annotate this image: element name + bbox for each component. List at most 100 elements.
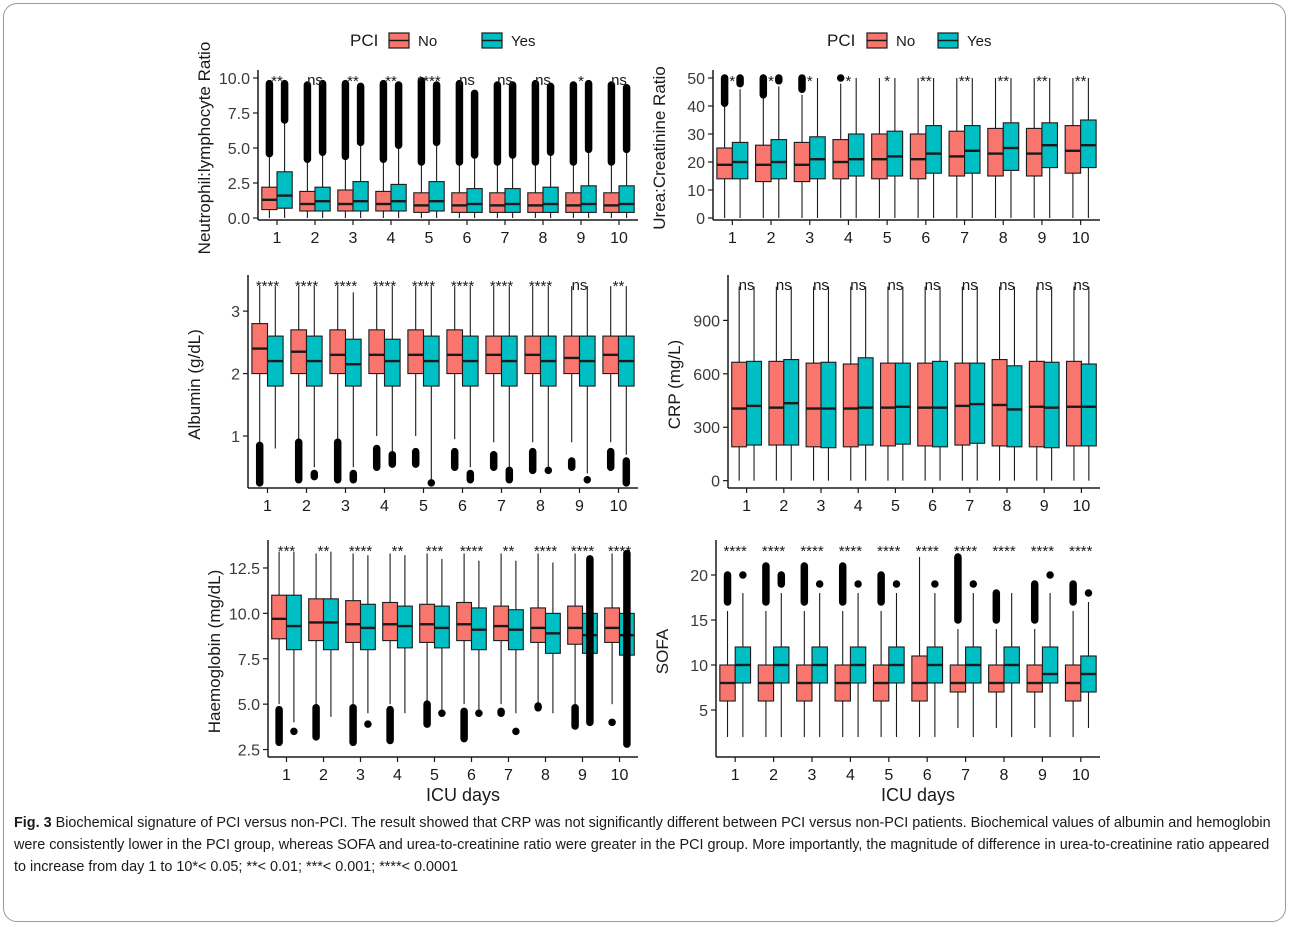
box [383, 338, 401, 387]
x-tick-label: 8 [541, 767, 550, 784]
y-tick-label: 10.0 [229, 606, 260, 623]
legend-right: PCI No Yes [827, 31, 991, 50]
y-tick-label: 20 [690, 568, 708, 585]
box [731, 361, 748, 448]
y-tick-label: 1 [231, 429, 240, 446]
y-tick-label: 300 [693, 420, 720, 437]
y-tick-label: 10.0 [219, 71, 250, 88]
box [299, 190, 316, 212]
y-axis-label: Urea:Creatinine Ratio [650, 66, 669, 229]
x-tick-label: 6 [463, 230, 472, 247]
x-tick-label: 5 [891, 498, 900, 515]
x-tick-label: 3 [341, 498, 350, 515]
figure-panels: PCI No Yes PCI No Yes 0.02.55.07.510.01 2… [185, 31, 1100, 805]
significance-label: ns [850, 277, 866, 294]
significance-label: **** [800, 543, 824, 560]
box [857, 357, 874, 446]
box [337, 189, 354, 212]
box [755, 144, 772, 183]
y-axis-label: Haemoglobin (mg/dL) [205, 570, 224, 733]
box [352, 181, 369, 212]
x-tick-label: 2 [767, 230, 776, 247]
significance-label: **** [490, 278, 514, 295]
box [382, 601, 399, 642]
x-tick-label: 4 [387, 230, 396, 247]
significance-label: ** [1075, 73, 1087, 90]
box [261, 186, 278, 211]
box [413, 192, 430, 213]
x-tick-label: 6 [467, 767, 476, 784]
significance-label: ** [347, 73, 359, 90]
box [428, 181, 445, 212]
box [988, 664, 1005, 693]
x-tick-label: 2 [302, 498, 311, 515]
x-tick-label: 8 [536, 498, 545, 515]
box [604, 607, 621, 643]
x-axis-label: ICU days [881, 785, 955, 805]
y-axis-label: CRP (mg/L) [665, 340, 684, 429]
legend-label-yes: Yes [511, 33, 535, 50]
box [793, 141, 811, 183]
box [1043, 361, 1060, 449]
x-tick-label: 7 [501, 230, 510, 247]
significance-label: **** [412, 278, 436, 295]
series-no [261, 77, 620, 218]
significance-label: **** [992, 543, 1016, 560]
significance-label: **** [460, 543, 484, 560]
box [271, 594, 288, 640]
legend-title: PCI [827, 31, 855, 50]
x-tick-label: 4 [854, 498, 863, 515]
significance-label: ns [813, 277, 829, 294]
x-tick-label: 3 [356, 767, 365, 784]
x-tick-label: 5 [430, 767, 439, 784]
series-yes [746, 286, 1097, 481]
significance-label: * [768, 73, 774, 90]
significance-label: **** [954, 543, 978, 560]
box [407, 329, 425, 375]
x-tick-label: 9 [1040, 498, 1049, 515]
box [925, 125, 942, 174]
x-tick-label: 7 [960, 230, 969, 247]
box [886, 130, 904, 177]
box [466, 188, 483, 213]
caption-label: Fig. 3 [14, 815, 52, 831]
y-tick-label: 20 [687, 155, 705, 172]
box [1025, 127, 1043, 177]
box [954, 362, 971, 446]
significance-label: **** [608, 543, 632, 560]
x-tick-label: 8 [1000, 767, 1009, 784]
box [451, 192, 468, 213]
significance-label: **** [451, 278, 475, 295]
box [871, 133, 888, 180]
chart-panel: 0.0 2.5 5.0 7.5 10.0 1 2 3 4 5 6 7 8 9 10 Neutrophil:ly… [195, 42, 638, 254]
x-tick-label: 5 [425, 230, 434, 247]
x-tick-label: 2 [319, 767, 328, 784]
x-tick-label: 9 [575, 498, 584, 515]
y-tick-label: 12.5 [229, 561, 260, 578]
significance-label: **** [334, 278, 358, 295]
significance-label: ns [497, 72, 513, 89]
x-tick-label: 7 [497, 498, 506, 515]
significance-label: **** [571, 543, 595, 560]
x-tick-label: 1 [282, 767, 291, 784]
box [1026, 664, 1043, 693]
significance-label: **** [349, 543, 373, 560]
x-tick-label: 10 [610, 498, 628, 515]
x-tick-label: 3 [805, 230, 814, 247]
significance-label: ns [459, 72, 475, 89]
significance-label: **** [534, 543, 558, 560]
box [368, 329, 386, 375]
significance-label: ns [1073, 277, 1089, 294]
x-tick-label: 10 [1073, 498, 1091, 515]
significance-label: * [578, 73, 584, 90]
box [344, 338, 362, 387]
x-tick-label: 8 [999, 230, 1008, 247]
box [847, 133, 865, 177]
significance-label: ** [613, 278, 625, 295]
x-tick-label: 3 [349, 230, 358, 247]
box [1002, 122, 1020, 171]
y-tick-label: 0.0 [228, 211, 250, 228]
significance-label: ns [925, 277, 941, 294]
figure-caption: Fig. 3 Biochemical signature of PCI vers… [14, 812, 1272, 878]
